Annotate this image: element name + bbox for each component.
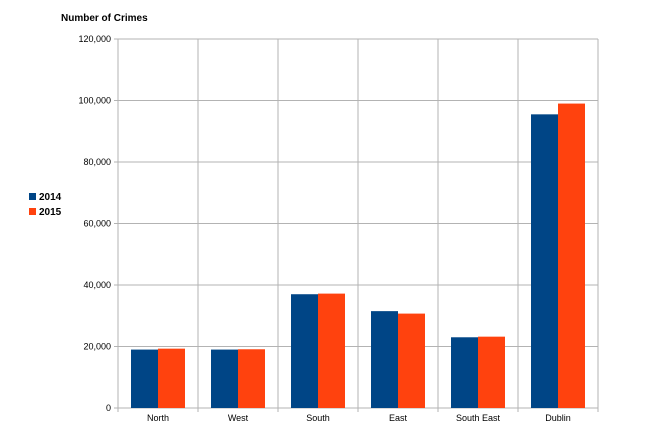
bar-2015-dublin [558, 103, 585, 408]
bar-2014-north [131, 349, 158, 408]
bar-2014-east [371, 311, 398, 408]
y-axis-label: Number of Crimes [61, 13, 148, 24]
x-tick-label: West [228, 413, 249, 423]
y-tick-label: 80,000 [83, 157, 111, 167]
gridlines [114, 38, 599, 412]
bar-2014-west [211, 349, 238, 408]
x-tick-labels: North West South East South East Dublin [147, 413, 571, 423]
x-tick-label: Dublin [545, 413, 571, 423]
y-tick-label: 60,000 [83, 219, 111, 229]
legend-label-2014: 2014 [39, 192, 62, 203]
bar-2014-south [291, 294, 318, 408]
x-tick-label: East [389, 413, 408, 423]
legend-label-2015: 2015 [39, 207, 62, 218]
x-tick-label: South [306, 413, 330, 423]
y-tick-label: 40,000 [83, 280, 111, 290]
y-tick-labels: 0 20,000 40,000 60,000 80,000 100,000 120,000 [78, 34, 111, 413]
y-tick-label: 120,000 [78, 34, 111, 44]
bar-2015-east [398, 313, 425, 408]
x-tick-label: North [147, 413, 169, 423]
bars [131, 103, 585, 409]
y-tick-label: 100,000 [78, 96, 111, 106]
bar-2014-dublin [531, 114, 558, 409]
legend-swatch-2014 [29, 193, 36, 200]
y-tick-label: 0 [106, 403, 111, 413]
bar-2014-south-east [451, 337, 478, 408]
bar-2015-west [238, 349, 265, 408]
legend-swatch-2015 [29, 208, 36, 215]
y-tick-label: 20,000 [83, 342, 111, 352]
bar-2015-south [318, 293, 345, 408]
bar-2015-south-east [478, 336, 505, 408]
x-tick-label: South East [456, 413, 501, 423]
legend: 2014 2015 [29, 192, 62, 218]
bar-2015-north [158, 348, 185, 408]
